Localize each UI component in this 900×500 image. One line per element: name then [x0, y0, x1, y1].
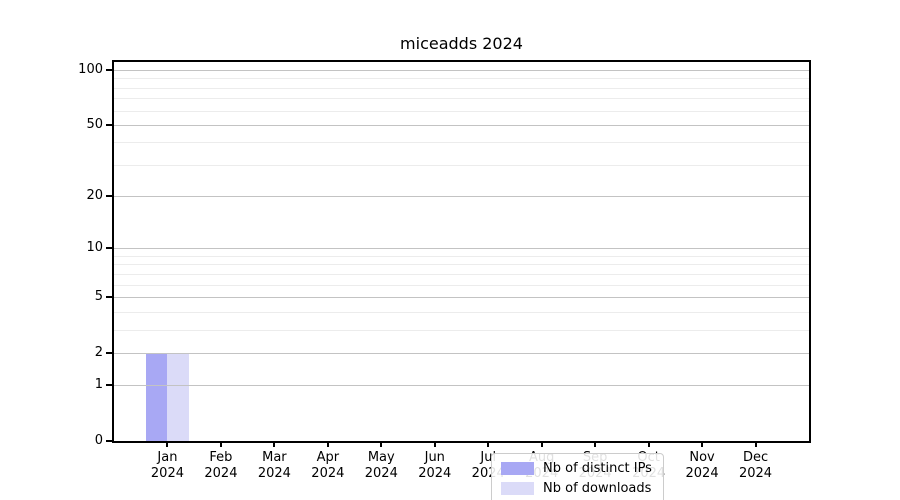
major-gridline — [114, 248, 809, 250]
minor-gridline — [114, 164, 809, 166]
minor-gridline — [114, 273, 809, 275]
minor-gridline — [114, 87, 809, 89]
minor-gridline — [114, 142, 809, 144]
minor-gridline — [114, 78, 809, 80]
x-tick-label: Feb 2024 — [204, 450, 238, 481]
minor-gridline — [114, 284, 809, 286]
x-tick — [647, 441, 650, 447]
plot-inner — [114, 62, 809, 441]
bar-downloads — [167, 352, 189, 441]
x-tick — [273, 441, 276, 447]
x-tick — [701, 441, 704, 447]
minor-gridline — [114, 98, 809, 100]
plot-area: Nb of distinct IPs Nb of downloads — [112, 60, 811, 500]
x-tick — [754, 441, 757, 447]
y-tick — [106, 247, 112, 250]
major-gridline — [114, 70, 809, 71]
x-tick-label: Apr 2024 — [311, 450, 345, 481]
minor-gridline — [114, 255, 809, 257]
x-tick — [594, 441, 597, 447]
legend-label-distinct-ips: Nb of distinct IPs — [543, 461, 652, 476]
chart-title: miceadds 2024 — [400, 34, 523, 53]
major-gridline — [114, 352, 809, 354]
legend-label-downloads: Nb of downloads — [543, 481, 652, 496]
y-tick — [106, 440, 112, 442]
major-gridline — [114, 385, 809, 387]
x-tick — [219, 441, 222, 447]
y-tick-label: 20 — [86, 188, 103, 204]
major-gridline — [114, 124, 809, 126]
x-tick — [487, 441, 490, 447]
x-tick-label: Jan 2024 — [150, 450, 184, 481]
y-tick-label: 5 — [94, 288, 103, 304]
legend-swatch-distinct-ips-icon — [501, 462, 534, 475]
minor-gridline — [114, 110, 809, 112]
y-tick-label: 10 — [86, 240, 103, 256]
minor-gridline — [114, 264, 809, 266]
x-tick-label: Jun 2024 — [418, 450, 452, 481]
legend: Nb of distinct IPs Nb of downloads — [491, 453, 664, 500]
y-tick-label: 50 — [86, 116, 103, 132]
y-tick — [106, 123, 112, 126]
major-gridline — [114, 296, 809, 298]
x-tick-label: May 2024 — [364, 450, 398, 481]
y-tick — [106, 195, 112, 198]
legend-swatch-downloads-icon — [501, 482, 534, 495]
y-tick — [106, 384, 112, 387]
x-tick-label: Dec 2024 — [738, 450, 773, 481]
major-gridline — [114, 196, 809, 198]
legend-entry-distinct-ips: Nb of distinct IPs — [501, 461, 652, 476]
bar-distinct-ips — [146, 352, 168, 441]
x-tick — [380, 441, 383, 447]
x-tick-label: Mar 2024 — [257, 450, 291, 481]
legend-entry-downloads: Nb of downloads — [501, 481, 652, 496]
x-tick — [540, 441, 543, 447]
y-tick-label: 100 — [78, 62, 103, 77]
x-tick — [326, 441, 329, 447]
x-tick-label: Nov 2024 — [685, 450, 719, 481]
y-tick — [106, 295, 112, 298]
y-tick-label: 2 — [94, 344, 103, 360]
y-tick-label: 0 — [94, 433, 103, 448]
y-tick — [106, 69, 112, 71]
x-tick — [433, 441, 436, 447]
minor-gridline — [114, 311, 809, 313]
minor-gridline — [114, 329, 809, 331]
x-tick — [166, 441, 169, 447]
y-tick-label: 1 — [94, 377, 103, 393]
y-tick — [106, 351, 112, 354]
